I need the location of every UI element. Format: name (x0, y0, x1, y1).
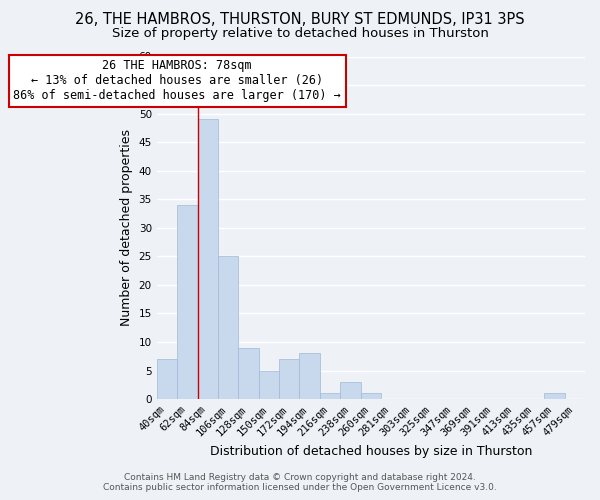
X-axis label: Distribution of detached houses by size in Thurston: Distribution of detached houses by size … (209, 444, 532, 458)
Bar (218, 256, 238, 399)
Bar (320, 394, 340, 399)
Bar (197, 120, 218, 399)
Bar (340, 382, 361, 399)
Bar (238, 348, 259, 399)
Bar (544, 394, 565, 399)
Bar (361, 394, 381, 399)
Bar (279, 359, 299, 399)
Bar (177, 205, 197, 399)
Text: Contains HM Land Registry data © Crown copyright and database right 2024.
Contai: Contains HM Land Registry data © Crown c… (103, 473, 497, 492)
Text: 26, THE HAMBROS, THURSTON, BURY ST EDMUNDS, IP31 3PS: 26, THE HAMBROS, THURSTON, BURY ST EDMUN… (75, 12, 525, 28)
Bar (259, 370, 279, 399)
Bar (157, 359, 177, 399)
Text: Size of property relative to detached houses in Thurston: Size of property relative to detached ho… (112, 28, 488, 40)
Text: 26 THE HAMBROS: 78sqm
← 13% of detached houses are smaller (26)
86% of semi-deta: 26 THE HAMBROS: 78sqm ← 13% of detached … (13, 60, 341, 102)
Bar (299, 354, 320, 399)
Y-axis label: Number of detached properties: Number of detached properties (120, 130, 133, 326)
